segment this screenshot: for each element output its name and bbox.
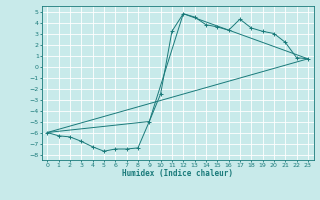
X-axis label: Humidex (Indice chaleur): Humidex (Indice chaleur)	[122, 169, 233, 178]
